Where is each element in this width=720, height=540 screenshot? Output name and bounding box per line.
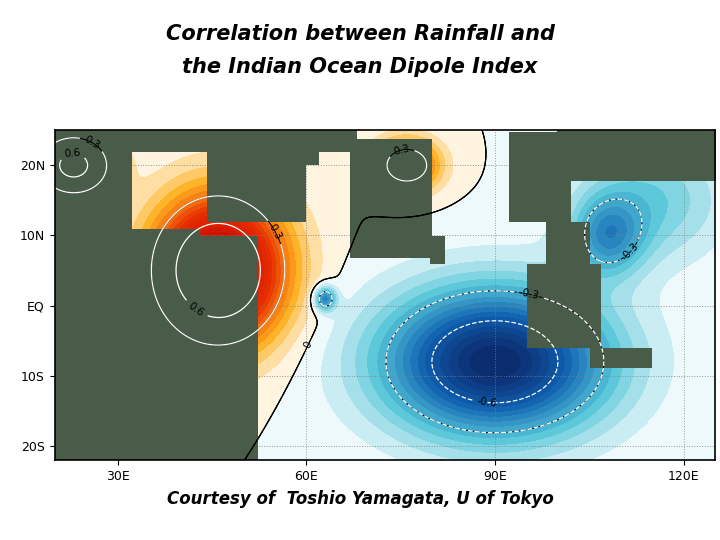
Text: 0.3: 0.3 — [83, 134, 102, 151]
Text: the Indian Ocean Dipole Index: the Indian Ocean Dipole Index — [182, 57, 538, 77]
Text: Correlation between Rainfall and: Correlation between Rainfall and — [166, 24, 554, 44]
Text: -0.3: -0.3 — [620, 241, 641, 263]
Text: 0: 0 — [302, 340, 314, 350]
Text: 0.3: 0.3 — [267, 222, 284, 241]
Text: -0.6: -0.6 — [477, 396, 498, 409]
Text: 0.6: 0.6 — [64, 148, 81, 159]
Text: 0.6: 0.6 — [186, 301, 206, 319]
Text: -0.3: -0.3 — [518, 287, 541, 301]
Text: 0.3: 0.3 — [392, 143, 410, 157]
Text: Courtesy of  Toshio Yamagata, U of Tokyo: Courtesy of Toshio Yamagata, U of Tokyo — [166, 490, 554, 509]
